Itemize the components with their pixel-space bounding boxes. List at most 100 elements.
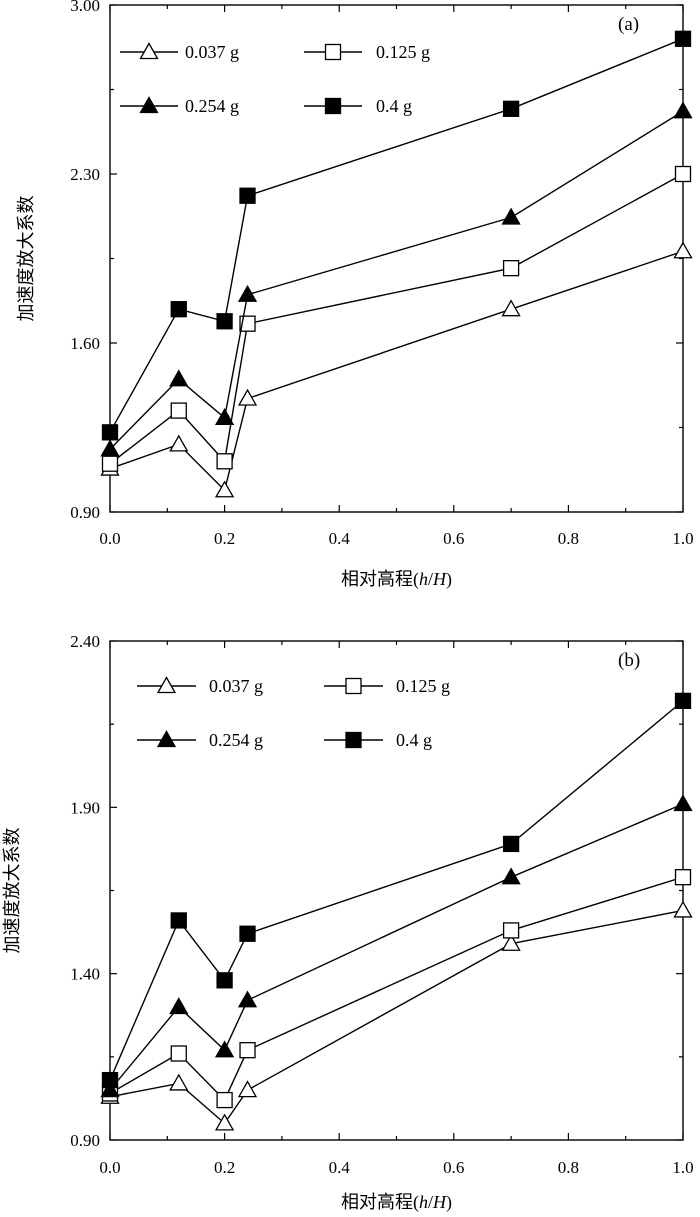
- series-line: [109, 700, 684, 1081]
- legend: 0.037 g 0.125 g 0.254 g 0.4 g: [120, 42, 430, 116]
- series-line: [109, 250, 684, 492]
- legend-item: 0.4 g: [304, 96, 412, 116]
- legend-marker: [324, 43, 342, 61]
- legend-label: 0.037 g: [185, 42, 239, 62]
- chart-panel-1: 0.0 0.2 0.4 0.6 0.8 1.0 0.90 1.60 2.30 3.00 相对高程(h…: [16, 0, 694, 590]
- data-point: [239, 1042, 256, 1059]
- data-point: [170, 1045, 187, 1062]
- y-tick-label: 3.00: [70, 0, 100, 15]
- data-point: [169, 434, 189, 452]
- series-line: [109, 803, 684, 1091]
- data-point: [100, 1080, 120, 1098]
- legend-item: 0.125 g: [304, 42, 430, 62]
- data-point: [673, 101, 693, 119]
- x-tick-label: 1.0: [672, 529, 693, 548]
- data-point: [502, 100, 520, 117]
- series-line: [109, 110, 684, 450]
- data-point: [170, 301, 187, 318]
- legend-marker: [324, 97, 342, 115]
- data-point: [100, 439, 120, 457]
- series-0.4g: [101, 30, 692, 441]
- x-axis-title: 相对高程(h/H): [341, 1192, 452, 1213]
- data-point: [214, 480, 235, 498]
- data-point: [101, 1071, 119, 1089]
- legend-label: 0.254 g: [185, 96, 239, 116]
- legend-marker: [139, 42, 159, 60]
- x-tick-label: 0.0: [99, 1158, 120, 1177]
- data-point: [674, 165, 692, 183]
- series-0.4g: [101, 692, 692, 1089]
- legend-marker: [139, 96, 159, 114]
- legend-label: 0.125 g: [376, 42, 430, 62]
- data-point: [214, 408, 235, 425]
- data-point: [673, 794, 693, 812]
- x-tick-label: 0.2: [214, 1158, 235, 1177]
- data-point: [502, 260, 520, 277]
- x-tick-label: 0.6: [443, 1158, 464, 1177]
- data-point: [170, 912, 187, 929]
- series-0.125g: [101, 869, 692, 1109]
- x-tick-label: 0.8: [558, 1158, 579, 1177]
- legend-marker: [156, 730, 177, 748]
- data-point: [169, 369, 189, 387]
- series-line: [109, 173, 684, 465]
- legend-item: 0.037 g: [120, 42, 239, 62]
- y-axis-title: 加速度放大系数: [16, 196, 36, 322]
- data-point: [673, 241, 693, 259]
- y-axis-title: 加速度放大系数: [2, 828, 22, 954]
- data-point: [674, 692, 692, 710]
- plot-frame: [109, 4, 684, 513]
- x-axis-title: 相对高程(h/H): [341, 569, 452, 590]
- data-point: [674, 30, 692, 47]
- data-point: [214, 1040, 235, 1058]
- data-point: [501, 299, 521, 317]
- data-point: [502, 835, 520, 853]
- data-point: [237, 388, 258, 406]
- y-tick-label: 2.30: [70, 165, 100, 184]
- panel-label: (a): [618, 14, 639, 35]
- data-point: [170, 402, 187, 419]
- data-point: [216, 313, 233, 330]
- legend-item: 0.037 g: [137, 676, 263, 696]
- data-point: [101, 424, 119, 441]
- y-tick-label: 0.90: [70, 503, 100, 522]
- y-tick-label: 1.40: [70, 965, 100, 984]
- y-tick-label: 1.60: [70, 334, 100, 353]
- data-point: [239, 315, 256, 332]
- legend-label: 0.4 g: [376, 96, 412, 116]
- data-point: [502, 922, 520, 939]
- y-tick-label: 1.90: [70, 798, 100, 817]
- series-line: [109, 876, 684, 1102]
- x-tick-label: 0.4: [329, 1158, 351, 1177]
- series-line: [109, 909, 684, 1125]
- data-point: [237, 1080, 258, 1098]
- legend-label: 0.254 g: [209, 730, 263, 750]
- data-point: [237, 284, 258, 302]
- data-point: [237, 990, 258, 1008]
- x-tick-label: 1.0: [672, 1158, 693, 1177]
- legend: 0.037 g 0.125 g 0.254 g 0.4 g: [137, 676, 450, 750]
- legend-marker: [345, 677, 362, 695]
- panel-label: (b): [618, 650, 640, 671]
- data-point: [501, 207, 521, 225]
- data-point: [501, 867, 521, 885]
- data-point: [501, 933, 521, 951]
- legend-label: 0.4 g: [396, 730, 432, 750]
- y-tick-label: 0.90: [70, 1131, 100, 1150]
- series-0.254g: [100, 101, 693, 457]
- legend-label: 0.125 g: [396, 676, 450, 696]
- legend-item: 0.4 g: [324, 730, 432, 750]
- data-point: [239, 925, 256, 942]
- series-0.037g: [100, 241, 693, 498]
- x-tick-label: 0.4: [329, 529, 351, 548]
- data-point: [101, 455, 119, 472]
- data-point: [674, 869, 692, 886]
- legend-marker: [345, 731, 362, 749]
- data-point: [239, 187, 256, 204]
- plot-frame: [109, 640, 684, 1141]
- legend-item: 0.254 g: [137, 730, 263, 750]
- data-point: [216, 453, 233, 470]
- legend-item: 0.125 g: [324, 676, 450, 696]
- legend-label: 0.037 g: [209, 676, 263, 696]
